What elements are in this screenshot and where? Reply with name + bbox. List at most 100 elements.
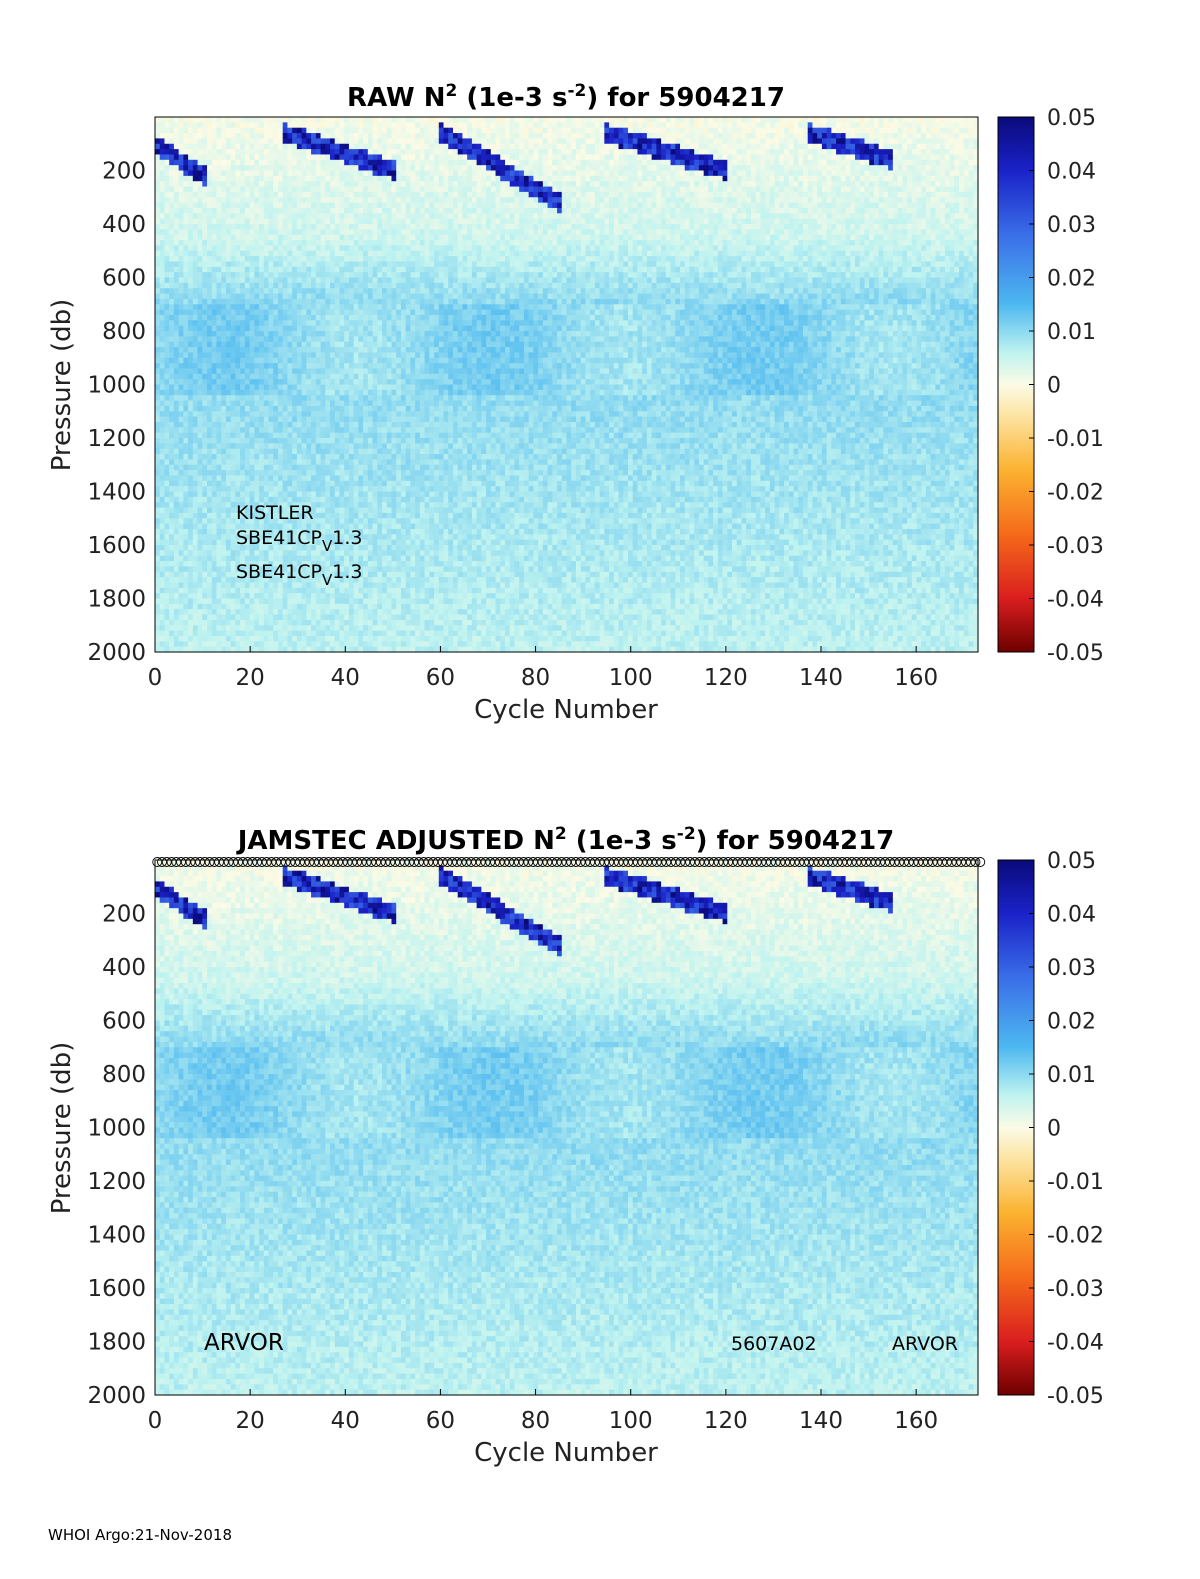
heatmap-cell bbox=[211, 143, 218, 150]
heatmap-cell bbox=[386, 502, 393, 509]
heatmap-cell bbox=[240, 154, 246, 161]
heatmap-cell bbox=[301, 384, 307, 391]
heatmap-cell bbox=[287, 646, 293, 653]
heatmap-cell bbox=[183, 154, 189, 161]
heatmap-cell bbox=[178, 159, 184, 166]
heatmap-cell bbox=[188, 127, 194, 134]
heatmap-cell bbox=[244, 389, 251, 396]
heatmap-cell bbox=[363, 411, 369, 418]
heatmap-cell bbox=[287, 181, 293, 188]
heatmap-cell bbox=[325, 566, 331, 573]
heatmap-cell bbox=[254, 502, 260, 509]
heatmap-cell bbox=[315, 438, 322, 444]
heatmap-cell bbox=[263, 186, 270, 193]
heatmap-cell bbox=[159, 459, 166, 466]
heatmap-cell bbox=[230, 561, 237, 567]
heatmap-cell bbox=[225, 534, 232, 541]
heatmap-cell bbox=[377, 181, 383, 188]
heatmap-cell bbox=[325, 341, 331, 348]
heatmap-cell bbox=[268, 534, 274, 541]
heatmap-cell bbox=[169, 304, 175, 311]
heatmap-cell bbox=[273, 191, 279, 198]
heatmap-cell bbox=[330, 266, 336, 273]
heatmap-cell bbox=[320, 496, 326, 503]
heatmap-cell bbox=[263, 523, 270, 530]
heatmap-cell bbox=[183, 641, 189, 648]
heatmap-cell bbox=[330, 405, 336, 412]
heatmap-cell bbox=[311, 523, 317, 530]
heatmap-cell bbox=[277, 512, 284, 519]
heatmap-cell bbox=[292, 566, 298, 573]
heatmap-cell bbox=[230, 117, 237, 123]
heatmap-cell bbox=[202, 416, 208, 423]
heatmap-cell bbox=[225, 421, 232, 428]
heatmap-cell bbox=[230, 341, 237, 348]
heatmap-cell bbox=[249, 400, 255, 407]
heatmap-cell bbox=[159, 272, 166, 279]
heatmap-cell bbox=[192, 443, 199, 450]
heatmap-cell bbox=[382, 143, 388, 150]
heatmap-cell bbox=[155, 261, 161, 268]
heatmap-cell bbox=[254, 646, 260, 653]
heatmap-cell bbox=[287, 475, 293, 482]
heatmap-cell bbox=[363, 175, 369, 182]
heatmap-cell bbox=[225, 577, 232, 584]
heatmap-cell bbox=[277, 641, 284, 648]
heatmap-cell bbox=[183, 159, 189, 166]
heatmap-cell bbox=[202, 213, 208, 220]
heatmap-cell bbox=[178, 502, 184, 509]
heatmap-cell bbox=[263, 207, 270, 214]
heatmap-cell bbox=[306, 630, 312, 637]
heatmap-cell bbox=[244, 288, 251, 295]
heatmap-cell bbox=[315, 619, 322, 626]
heatmap-cell bbox=[353, 512, 359, 519]
heatmap-cell bbox=[353, 266, 359, 273]
heatmap-cell bbox=[296, 641, 303, 648]
heatmap-cell bbox=[292, 454, 298, 460]
heatmap-cell bbox=[202, 641, 208, 648]
heatmap-cell bbox=[292, 561, 298, 567]
heatmap-cell bbox=[240, 427, 246, 434]
heatmap-cell bbox=[363, 331, 369, 337]
heatmap-cell bbox=[225, 539, 232, 546]
heatmap-cell bbox=[382, 411, 388, 418]
heatmap-cell bbox=[235, 245, 241, 252]
heatmap-cell bbox=[183, 496, 189, 503]
heatmap-cell bbox=[377, 609, 383, 616]
heatmap-cell bbox=[249, 347, 255, 353]
heatmap-cell bbox=[235, 491, 241, 498]
heatmap-cell bbox=[188, 170, 194, 177]
heatmap-cell bbox=[382, 165, 388, 172]
heatmap-cell bbox=[263, 464, 270, 471]
heatmap-cell bbox=[382, 298, 388, 305]
heatmap-cell bbox=[367, 400, 374, 407]
heatmap-cell bbox=[320, 117, 326, 123]
heatmap-cell bbox=[320, 357, 326, 364]
heatmap-cell bbox=[306, 416, 312, 423]
heatmap-cell bbox=[377, 443, 383, 450]
heatmap-cell bbox=[211, 186, 218, 193]
heatmap-cell bbox=[254, 443, 260, 450]
heatmap-cell bbox=[202, 528, 208, 535]
heatmap-cell bbox=[263, 587, 270, 594]
heatmap-cell bbox=[216, 250, 222, 257]
heatmap-cell bbox=[263, 502, 270, 509]
heatmap-cell bbox=[277, 213, 284, 220]
heatmap-cell bbox=[207, 523, 213, 530]
heatmap-cell bbox=[225, 298, 232, 305]
heatmap-cell bbox=[367, 245, 374, 252]
heatmap-cell bbox=[320, 518, 326, 525]
heatmap-cell bbox=[382, 256, 388, 263]
heatmap-cell bbox=[169, 555, 175, 562]
heatmap-cell bbox=[382, 213, 388, 220]
heatmap-cell bbox=[169, 625, 175, 632]
heatmap-cell bbox=[202, 609, 208, 616]
heatmap-cell bbox=[240, 550, 246, 557]
heatmap-cell bbox=[259, 352, 265, 359]
heatmap-cell bbox=[173, 630, 180, 637]
heatmap-cell bbox=[311, 630, 317, 637]
heatmap-cell bbox=[325, 320, 331, 327]
heatmap-cell bbox=[273, 293, 279, 300]
heatmap-cell bbox=[169, 545, 175, 551]
heatmap-cell bbox=[339, 261, 345, 268]
